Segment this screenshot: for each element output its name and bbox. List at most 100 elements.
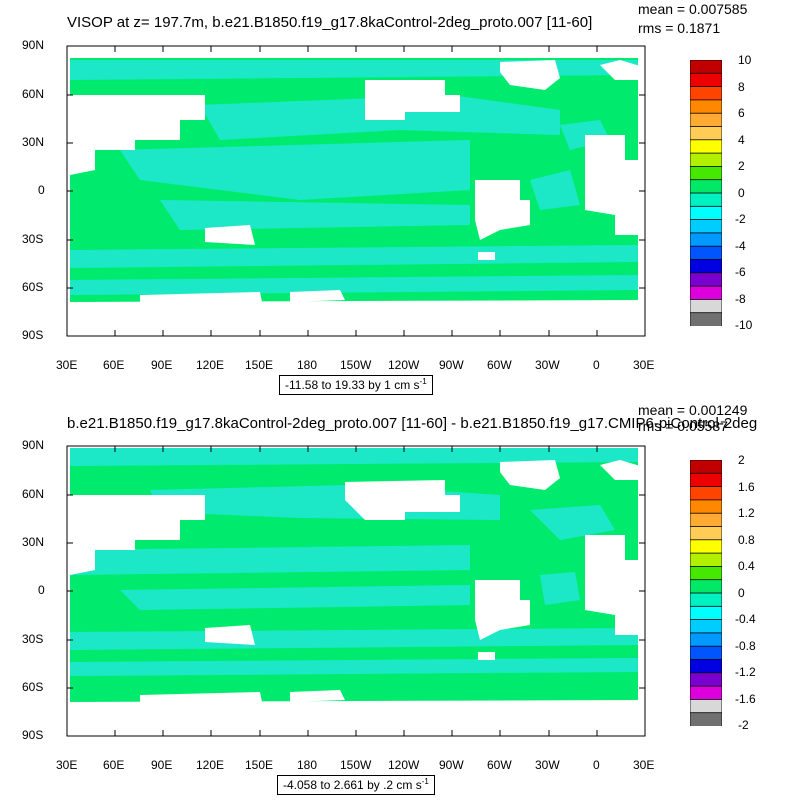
lon-label: 180 — [297, 358, 318, 372]
panel-2-mean: mean = 0.001249 — [638, 402, 748, 418]
colorbar-swatch — [690, 259, 722, 274]
lat-label: 30S — [22, 232, 44, 246]
colorbar-swatch — [690, 112, 722, 128]
lon-label: 90W — [439, 758, 464, 772]
colorbar-swatch — [690, 512, 722, 528]
colorbar-swatch — [690, 712, 722, 726]
lon-label: 180 — [297, 758, 318, 772]
colorbar-label: 6 — [738, 106, 745, 120]
colorbar-swatch — [690, 605, 722, 621]
colorbar-swatch — [690, 166, 722, 181]
colorbar-label: -10 — [735, 318, 753, 332]
colorbar-label: -4 — [735, 239, 746, 253]
colorbar-swatch — [690, 298, 722, 314]
panel-1-colorbar — [690, 60, 722, 326]
lon-label: 90E — [151, 358, 173, 372]
lon-label: 30E — [56, 358, 78, 372]
colorbar-label: -0.8 — [735, 639, 756, 653]
lat-label: 0 — [38, 583, 45, 597]
panel-1-land — [70, 52, 640, 335]
panel-2-axis-ticks — [67, 445, 645, 736]
lon-label: 90E — [151, 758, 173, 772]
colorbar-swatch — [690, 685, 722, 701]
panel-2-range-label: -4.058 to 2.661 by .2 cm s-1 — [277, 775, 435, 795]
lon-label: 150W — [340, 358, 372, 372]
colorbar-label: -8 — [735, 292, 746, 306]
lon-label: 120W — [388, 358, 420, 372]
lon-label: 60W — [487, 758, 512, 772]
panel-2-rms: rms = 0.05587 — [638, 418, 728, 434]
panel-2-title: b.e21.B1850.f19_g17.8kaControl-2deg_prot… — [67, 415, 758, 432]
lat-label: 30N — [22, 535, 45, 549]
lat-label: 60S — [22, 280, 44, 294]
colorbar-label: -0.4 — [735, 612, 756, 626]
colorbar-swatch — [690, 460, 722, 475]
colorbar-swatch — [690, 219, 722, 234]
colorbar-swatch — [690, 245, 722, 261]
colorbar-swatch — [690, 86, 722, 101]
colorbar-swatch — [690, 486, 722, 501]
lon-label: 30E — [633, 758, 655, 772]
colorbar-swatch — [690, 499, 722, 515]
colorbar-label: 1.6 — [738, 480, 755, 494]
panel-2-colorbar — [690, 460, 722, 726]
lat-label: 60S — [22, 680, 44, 694]
colorbar-label: -1.2 — [735, 665, 756, 679]
colorbar-swatch — [690, 539, 722, 555]
panel-1-title: VISOP at z= 197.7m, b.e21.B1850.f19_g17.… — [67, 14, 593, 31]
panel-1-range-label: -11.58 to 19.33 by 1 cm s-1 — [279, 375, 433, 395]
colorbar-swatch — [690, 272, 722, 288]
lat-label: 30N — [22, 135, 45, 149]
lat-label: 90S — [22, 328, 44, 342]
colorbar-swatch — [690, 60, 722, 75]
colorbar-swatch — [690, 552, 722, 568]
lon-label: 120E — [196, 358, 225, 372]
panel-1-ocean — [70, 52, 638, 312]
lon-label: 120E — [196, 758, 225, 772]
colorbar-swatch — [690, 472, 722, 488]
colorbar-swatch — [690, 672, 722, 688]
colorbar-swatch — [690, 72, 722, 88]
lon-label: 90W — [439, 358, 464, 372]
colorbar-label: 0 — [738, 586, 745, 600]
lon-label: 150E — [245, 358, 274, 372]
panel-1-map — [66, 45, 646, 337]
lon-label: 30E — [56, 758, 78, 772]
lat-label: 90S — [22, 728, 44, 742]
colorbar-swatch — [690, 179, 722, 194]
lon-label: 150W — [340, 758, 372, 772]
colorbar-label: 0.4 — [738, 559, 755, 573]
colorbar-label: 2 — [738, 159, 745, 173]
colorbar-label: 0 — [738, 186, 745, 200]
colorbar-swatch — [690, 126, 722, 141]
colorbar-label: -1.6 — [735, 692, 756, 706]
lon-label: 30W — [535, 758, 560, 772]
colorbar-swatch — [690, 232, 722, 248]
colorbar-swatch — [690, 192, 722, 208]
colorbar-label: 2 — [738, 453, 745, 467]
colorbar-swatch — [690, 99, 722, 115]
panel-1-mean: mean = 0.007585 — [638, 1, 748, 17]
colorbar-swatch — [690, 285, 722, 301]
lon-label: 0 — [593, 758, 600, 772]
panel-2-map — [66, 444, 646, 737]
colorbar-label: -2 — [738, 718, 749, 732]
colorbar-swatch — [690, 645, 722, 661]
lat-label: 90N — [22, 438, 45, 452]
lon-label: 30E — [633, 358, 655, 372]
colorbar-label: -6 — [735, 265, 746, 279]
lat-label: 30S — [22, 632, 44, 646]
panel-1-rms: rms = 0.1871 — [638, 20, 721, 36]
lat-label: 90N — [22, 38, 45, 52]
lon-label: 150E — [245, 758, 274, 772]
colorbar-swatch — [690, 698, 722, 714]
colorbar-swatch — [690, 579, 722, 594]
colorbar-label: 0.8 — [738, 533, 755, 547]
colorbar-swatch — [690, 566, 722, 581]
colorbar-label: 1.2 — [738, 506, 755, 520]
lon-label: 60E — [103, 758, 125, 772]
colorbar-swatch — [690, 152, 722, 168]
lat-label: 60N — [22, 87, 45, 101]
lon-label: 120W — [388, 758, 420, 772]
colorbar-swatch — [690, 592, 722, 608]
